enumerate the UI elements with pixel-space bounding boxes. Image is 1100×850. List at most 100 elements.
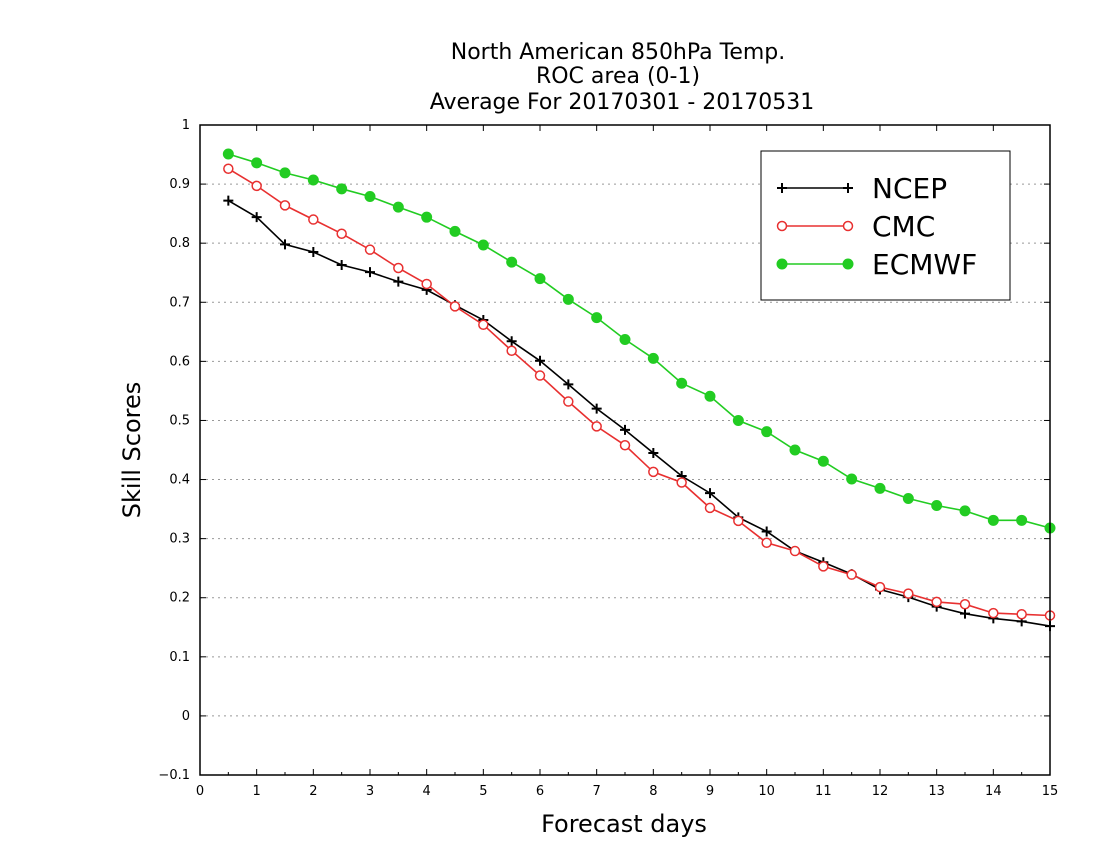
data-point-cmc (931, 596, 942, 608)
data-point-cmc (733, 515, 744, 527)
data-point-ecmwf (591, 312, 603, 324)
data-point-ecmwf (931, 500, 943, 512)
data-point-cmc (818, 561, 829, 572)
data-point-ecmwf (392, 201, 404, 213)
legend-marker-cmc (776, 220, 788, 232)
data-point-cmc (591, 421, 602, 432)
x-tick-label: 1 (253, 784, 261, 799)
y-tick-label: 0.3 (169, 532, 190, 547)
data-point-ncep (705, 488, 715, 499)
data-point-ncep (591, 403, 602, 414)
data-point-ecmwf (251, 157, 263, 169)
data-point-cmc (959, 598, 971, 610)
data-point-cmc (676, 477, 687, 488)
data-point-ncep (563, 379, 574, 390)
x-tick-label: 4 (423, 784, 431, 799)
y-tick-label: 0.6 (169, 354, 190, 369)
data-point-cmc (988, 607, 999, 619)
data-point-ecmwf (477, 239, 489, 251)
data-point-ecmwf (789, 444, 801, 456)
data-point-cmc (251, 180, 262, 192)
data-point-cmc (563, 396, 574, 407)
data-point-cmc (874, 581, 886, 593)
series-ecmwf (222, 148, 1056, 534)
data-point-cmc (789, 545, 801, 557)
data-point-cmc (364, 244, 376, 255)
x-tick-label: 7 (593, 784, 601, 799)
x-tick-label: 15 (1042, 784, 1059, 799)
data-point-ecmwf (364, 191, 376, 202)
data-point-cmc (761, 537, 772, 549)
x-axis-label: Forecast days (541, 810, 707, 838)
data-point-ecmwf (647, 352, 659, 364)
data-point-ecmwf (421, 211, 433, 223)
data-point-ecmwf (959, 505, 971, 517)
y-tick-label: 0.2 (169, 591, 190, 606)
legend-marker-ncep (843, 183, 853, 193)
series-line-ncep (227, 199, 1051, 627)
data-point-ncep (223, 195, 234, 206)
y-axis-label: Skill Scores (118, 382, 146, 519)
data-point-cmc (903, 588, 914, 599)
x-tick-label: 3 (366, 784, 374, 799)
data-point-ecmwf (732, 414, 744, 426)
data-point-cmc (648, 466, 659, 478)
data-point-ecmwf (222, 148, 234, 160)
data-point-ecmwf (676, 377, 688, 389)
data-point-ncep (393, 276, 404, 287)
data-point-ecmwf (902, 492, 914, 504)
x-tick-label: 12 (872, 784, 889, 799)
y-tick-label: 0.1 (169, 650, 190, 665)
legend-marker-ecmwf (842, 258, 854, 270)
y-tick-label: −0.1 (158, 768, 190, 783)
legend-label-ncep: NCEP (872, 172, 947, 205)
title-line-1: North American 850hPa Temp. (451, 40, 786, 65)
chart-title: North American 850hPa Temp. ROC area (0-… (430, 40, 815, 115)
data-point-ncep (535, 355, 545, 366)
data-point-ncep (648, 447, 659, 458)
data-point-ncep (280, 239, 290, 250)
x-tick-label: 5 (479, 784, 487, 799)
chart-legend: NCEP CMC ECMWF (760, 150, 1011, 301)
legend-marker-ecmwf (776, 258, 788, 270)
data-point-cmc (619, 440, 631, 451)
data-point-cmc (223, 163, 234, 174)
data-point-cmc (846, 569, 857, 580)
y-tick-label: 0.4 (169, 473, 190, 488)
data-point-cmc (704, 502, 716, 514)
legend-label-ecmwf: ECMWF (872, 248, 977, 281)
x-tick-label: 6 (536, 784, 544, 799)
data-point-ecmwf (846, 473, 858, 485)
title-line-2: ROC area (0-1) (536, 64, 700, 89)
data-point-ncep (506, 336, 517, 347)
y-tick-label: 0.9 (169, 177, 190, 192)
data-point-cmc (534, 370, 546, 381)
legend-marker-ncep (777, 183, 787, 193)
y-tick-label: 0.8 (169, 236, 190, 251)
data-point-ecmwf (534, 273, 546, 285)
x-tick-label: 8 (649, 784, 657, 799)
data-point-cmc (336, 228, 347, 239)
data-point-cmc (393, 262, 404, 274)
data-point-ecmwf (761, 426, 773, 438)
plot-frame (199, 124, 1051, 776)
legend-item-ncep: NCEP (777, 172, 947, 205)
title-line-3: Average For 20170301 - 20170531 (430, 90, 815, 115)
y-tick-label: 0 (182, 709, 190, 724)
data-point-ecmwf (279, 167, 291, 179)
data-point-ncep (960, 608, 970, 619)
y-tick-label: 1 (182, 118, 190, 133)
data-point-cmc (478, 319, 489, 330)
data-point-ecmwf (1016, 514, 1028, 526)
x-tick-label: 10 (758, 784, 775, 799)
legend-label-cmc: CMC (872, 210, 935, 243)
x-tick-label: 9 (706, 784, 714, 799)
data-point-cmc (279, 200, 291, 211)
data-point-ecmwf (817, 455, 829, 467)
data-point-ecmwf (307, 174, 319, 186)
data-point-cmc (449, 301, 461, 312)
x-tick-label: 14 (985, 784, 1002, 799)
legend-item-cmc: CMC (776, 210, 935, 243)
data-point-ecmwf (704, 390, 716, 402)
